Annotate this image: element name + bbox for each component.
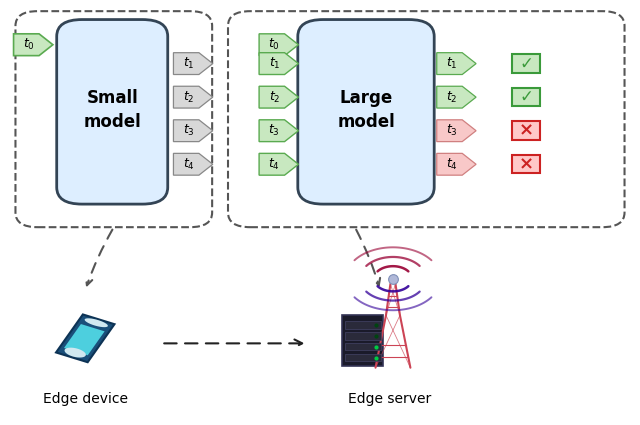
Polygon shape xyxy=(173,120,212,142)
Text: $t_0$: $t_0$ xyxy=(23,37,35,52)
Text: ✓: ✓ xyxy=(519,88,533,106)
FancyBboxPatch shape xyxy=(345,354,381,361)
Text: $t_2$: $t_2$ xyxy=(183,90,195,105)
Text: $t_2$: $t_2$ xyxy=(446,90,458,105)
Polygon shape xyxy=(173,53,212,74)
Text: Large
model: Large model xyxy=(337,89,395,130)
Text: Edge server: Edge server xyxy=(348,392,431,406)
Polygon shape xyxy=(259,53,298,74)
Text: $t_1$: $t_1$ xyxy=(269,56,280,71)
Text: $t_3$: $t_3$ xyxy=(268,123,280,138)
FancyBboxPatch shape xyxy=(512,54,540,73)
Polygon shape xyxy=(259,86,298,108)
Polygon shape xyxy=(173,153,212,175)
FancyBboxPatch shape xyxy=(512,122,540,140)
Polygon shape xyxy=(56,314,115,362)
FancyBboxPatch shape xyxy=(512,88,540,106)
FancyBboxPatch shape xyxy=(57,20,168,204)
FancyBboxPatch shape xyxy=(345,321,381,329)
Text: $t_4$: $t_4$ xyxy=(446,157,458,172)
Text: ×: × xyxy=(518,155,534,173)
Text: $t_0$: $t_0$ xyxy=(268,37,280,52)
Polygon shape xyxy=(64,324,104,355)
Text: ✓: ✓ xyxy=(519,54,533,73)
Polygon shape xyxy=(259,153,298,175)
Polygon shape xyxy=(436,153,476,175)
Text: Small
model: Small model xyxy=(84,89,141,130)
FancyBboxPatch shape xyxy=(342,315,383,366)
Polygon shape xyxy=(65,348,86,357)
Polygon shape xyxy=(173,86,212,108)
Text: $t_3$: $t_3$ xyxy=(446,123,458,138)
Polygon shape xyxy=(436,120,476,142)
Text: ×: × xyxy=(518,122,534,140)
Polygon shape xyxy=(13,34,53,56)
Polygon shape xyxy=(259,34,298,56)
FancyBboxPatch shape xyxy=(345,332,381,340)
Text: $t_4$: $t_4$ xyxy=(268,157,280,172)
FancyBboxPatch shape xyxy=(298,20,434,204)
Polygon shape xyxy=(259,120,298,142)
Text: $t_3$: $t_3$ xyxy=(183,123,195,138)
Text: $t_2$: $t_2$ xyxy=(269,90,280,105)
FancyBboxPatch shape xyxy=(345,343,381,351)
Polygon shape xyxy=(436,86,476,108)
Text: $t_4$: $t_4$ xyxy=(183,157,195,172)
Polygon shape xyxy=(436,53,476,74)
Polygon shape xyxy=(84,318,108,327)
Text: Edge device: Edge device xyxy=(43,392,128,406)
Text: $t_1$: $t_1$ xyxy=(446,56,458,71)
Text: $t_1$: $t_1$ xyxy=(183,56,195,71)
FancyBboxPatch shape xyxy=(512,155,540,173)
